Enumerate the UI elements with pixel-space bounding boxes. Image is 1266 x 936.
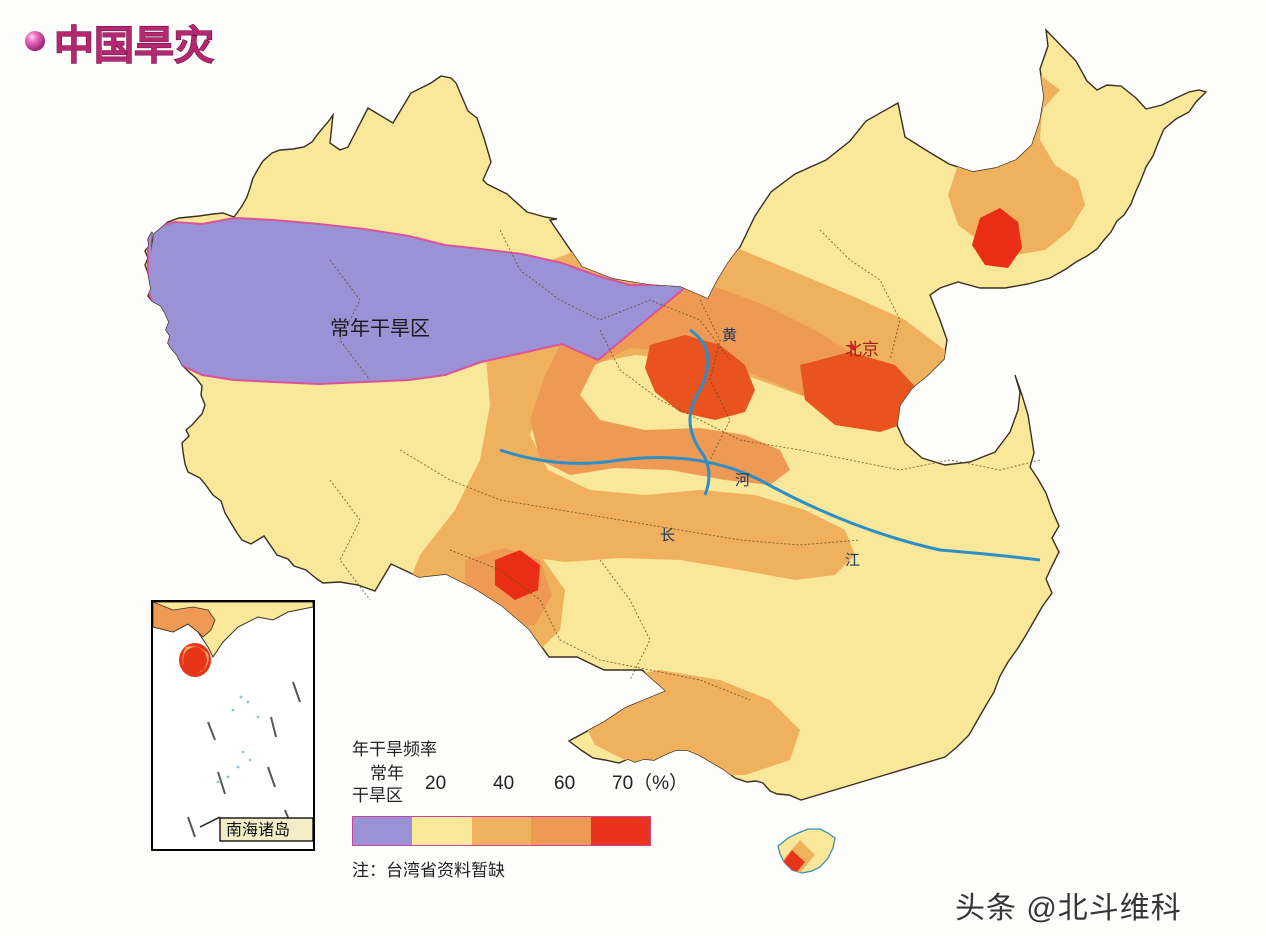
- svg-text:江: 江: [845, 552, 860, 569]
- svg-text:常年干旱区: 常年干旱区: [330, 317, 430, 340]
- svg-text:长: 长: [660, 527, 675, 544]
- svg-text:★: ★: [847, 340, 859, 355]
- svg-text:河: 河: [735, 472, 750, 489]
- svg-text:黄: 黄: [722, 327, 737, 344]
